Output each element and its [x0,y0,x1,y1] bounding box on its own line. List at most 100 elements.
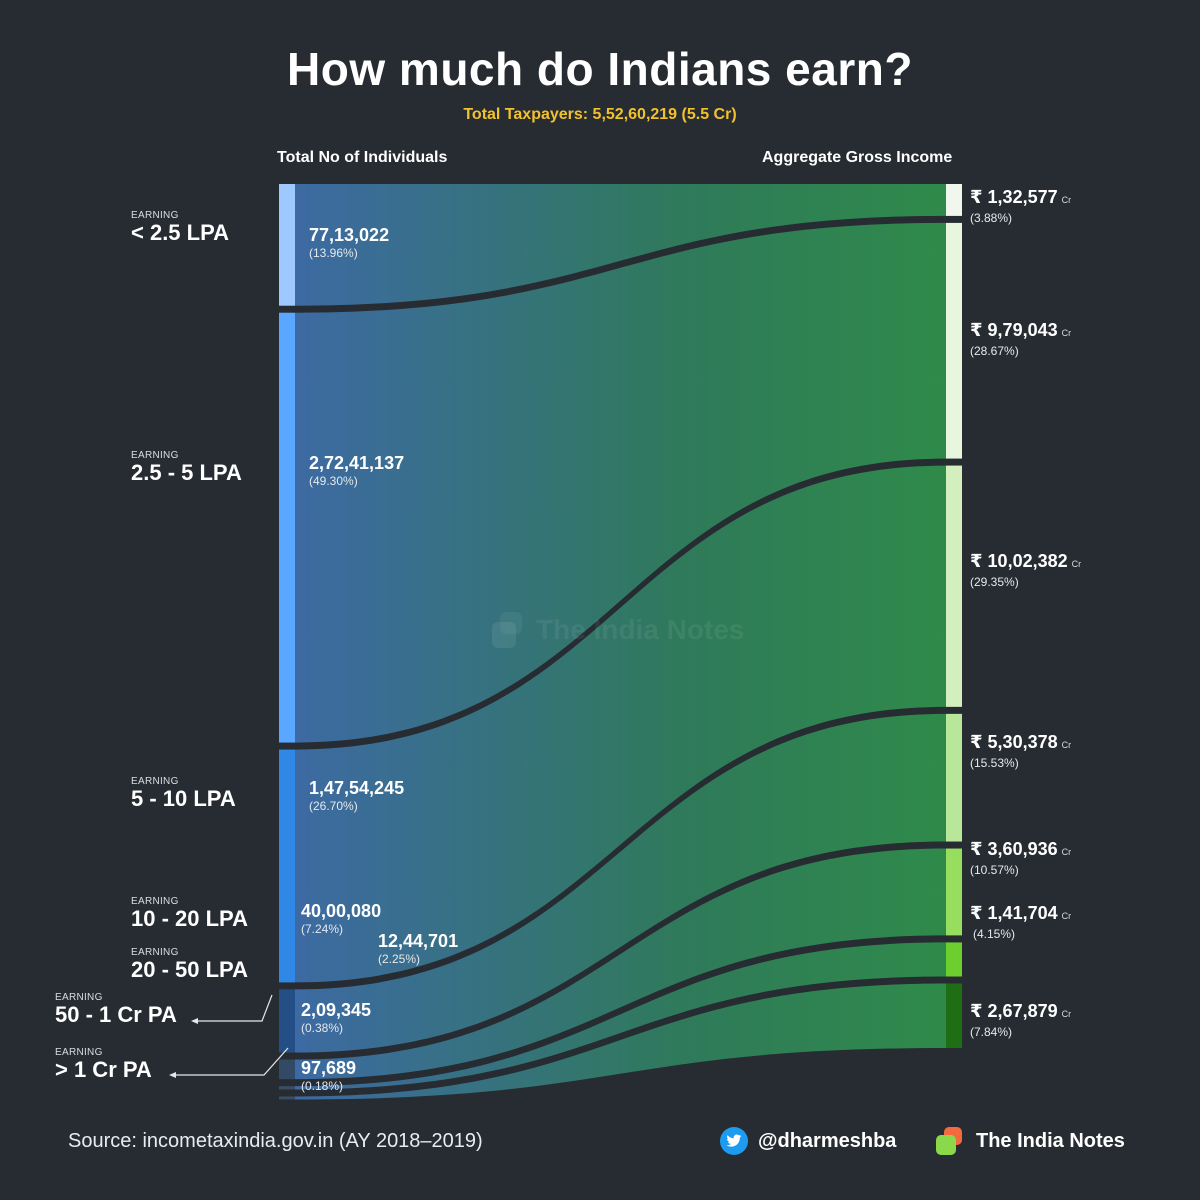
flow-link-4 [295,848,946,1080]
band-label-over-1cr: EARNING > 1 Cr PA [55,1047,152,1082]
individuals-count: 97,689 [301,1058,357,1078]
band-name: 2.5 - 5 LPA [131,460,242,485]
band-label-2-5-to-5: EARNING 2.5 - 5 LPA [131,450,242,485]
twitter-credit[interactable]: @dharmeshba [720,1127,896,1155]
individuals-percent: (49.30%) [309,474,358,488]
income-bar-0 [946,184,962,216]
individuals-percent: (13.96%) [309,246,358,260]
individuals-percent: (26.70%) [309,799,358,813]
individuals-label-0: 77,13,022 (13.96%) [309,225,389,261]
income-percent: (7.84%) [970,1025,1013,1039]
twitter-bird-icon [720,1127,748,1155]
chart-title: How much do Indians earn? [287,43,913,95]
income-label-5: ₹ 1,41,704 Cr (4.15%) [970,903,1071,942]
band-name: 20 - 50 LPA [131,957,248,982]
crore-unit: Cr [1061,847,1072,857]
income-bar-3 [946,713,962,842]
band-name: 50 - 1 Cr PA [55,1002,177,1027]
band-name: 10 - 20 LPA [131,906,248,931]
income-label-2: ₹ 10,02,382 Cr (29.35%) [970,551,1081,590]
earning-caption: EARNING [131,776,179,787]
individuals-label-3: 40,00,080 (7.24%) [301,901,381,937]
individuals-bar-2 [279,749,295,983]
income-percent: (15.53%) [970,756,1019,770]
income-bar-5 [946,942,962,977]
rupee-symbol: ₹ [970,1001,983,1021]
band-label-5-to-10: EARNING 5 - 10 LPA [131,776,236,811]
rupee-symbol: ₹ [970,187,983,207]
income-label-0: ₹ 1,32,577 Cr (3.88%) [970,187,1071,226]
earning-caption: EARNING [55,1047,103,1058]
individuals-count: 2,72,41,137 [309,453,405,473]
band-label-10-to-20: EARNING 10 - 20 LPA [131,896,248,931]
income-amount: ₹ 2,67,879 Cr [970,1001,1072,1021]
band-name: 5 - 10 LPA [131,786,236,811]
crore-unit: Cr [1061,328,1072,338]
income-percent: (28.67%) [970,344,1019,358]
individuals-label-4: 12,44,701 (2.25%) [378,931,458,967]
brand-credit: The India Notes [936,1127,1125,1155]
income-amount: ₹ 10,02,382 Cr [970,551,1082,571]
individuals-count: 40,00,080 [301,901,382,921]
income-percent: (4.15%) [973,927,1016,941]
crore-unit: Cr [1071,559,1082,569]
income-percent: (3.88%) [970,211,1013,225]
individuals-label-2: 1,47,54,245 (26.70%) [309,778,404,814]
flow-link-5 [295,942,946,1090]
band-label-under-2-5: EARNING < 2.5 LPA [131,210,229,245]
flow-link-6 [295,983,946,1100]
connector-1cr [174,1047,289,1076]
crore-unit: Cr [1061,1009,1072,1019]
flow-link-3 [295,713,946,1053]
brand-name: The India Notes [976,1129,1125,1152]
individuals-bar-5 [279,1086,295,1090]
income-amount: ₹ 3,60,936 Cr [970,839,1072,859]
income-label-1: ₹ 9,79,043 Cr (28.67%) [970,320,1071,359]
flow-link-1 [295,222,946,743]
income-amount: ₹ 5,30,378 Cr [970,732,1072,752]
income-amount: ₹ 1,41,704 Cr [970,903,1072,923]
income-bar-1 [946,222,962,459]
connector-arrow-1cr [169,1072,176,1078]
right-axis-header: Aggregate Gross Income [762,149,953,166]
income-label-4: ₹ 3,60,936 Cr (10.57%) [970,839,1071,878]
rupee-symbol: ₹ [970,732,983,752]
watermark: The India Notes [492,612,744,648]
individuals-bar-0 [279,184,295,306]
rupee-symbol: ₹ [970,320,983,340]
individuals-percent: (0.18%) [301,1079,344,1093]
earning-caption: EARNING [55,992,103,1003]
band-label-50-to-1cr: EARNING 50 - 1 Cr PA [55,992,177,1027]
earning-caption: EARNING [131,450,179,461]
individuals-label-6: 97,689 (0.18%) [301,1058,356,1094]
crore-unit: Cr [1061,911,1072,921]
earning-caption: EARNING [131,947,179,958]
individuals-label-5: 2,09,345 (0.38%) [301,1000,371,1036]
source-note: Source: incometaxindia.gov.in (AY 2018–2… [68,1130,483,1152]
individuals-percent: (0.38%) [301,1021,344,1035]
individuals-count: 1,47,54,245 [309,778,405,798]
income-percent: (10.57%) [970,863,1019,877]
income-percent: (29.35%) [970,575,1019,589]
income-label-3: ₹ 5,30,378 Cr (15.53%) [970,732,1071,771]
earning-caption: EARNING [131,210,179,221]
individuals-count: 2,09,345 [301,1000,372,1020]
individuals-percent: (2.25%) [378,952,421,966]
income-amount: ₹ 9,79,043 Cr [970,320,1072,340]
connector-arrow-50-1cr [191,1018,198,1024]
flow-link-0 [295,184,946,306]
india-notes-logo-icon [936,1127,964,1155]
crore-unit: Cr [1061,195,1072,205]
income-bar-2 [946,465,962,707]
watermark-text: The India Notes [536,614,745,645]
individuals-count: 77,13,022 [309,225,390,245]
rupee-symbol: ₹ [970,551,983,571]
income-bar-4 [946,848,962,936]
band-name: > 1 Cr PA [55,1057,152,1082]
earning-caption: EARNING [131,896,179,907]
individuals-bar-3 [279,989,295,1053]
left-axis-header: Total No of Individuals [277,149,448,166]
individuals-count: 12,44,701 [378,931,459,951]
income-label-6: ₹ 2,67,879 Cr (7.84%) [970,1001,1071,1040]
